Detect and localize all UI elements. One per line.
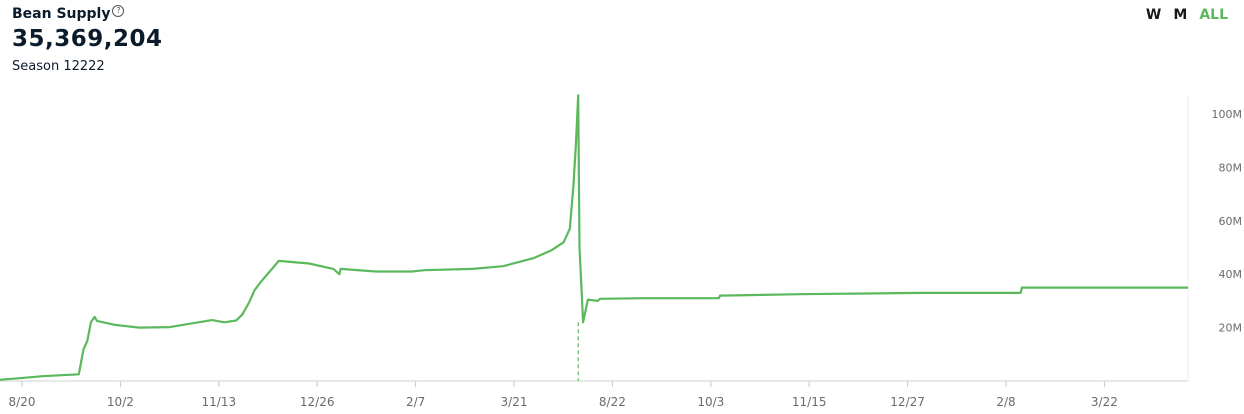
x-tick-label: 12/27 — [890, 395, 925, 409]
x-tick-label: 8/20 — [9, 395, 36, 409]
x-tick-label: 12/26 — [300, 395, 335, 409]
time-range-selector: W M ALL — [1146, 7, 1228, 23]
series-line — [0, 94, 1188, 381]
y-tick-label: 80M — [1219, 161, 1243, 174]
range-button-week[interactable]: W — [1145, 7, 1162, 23]
x-tick-label: 2/7 — [406, 395, 425, 409]
x-tick-label: 10/3 — [697, 395, 724, 409]
x-tick-label: 11/13 — [202, 395, 237, 409]
y-tick-label: 60M — [1219, 215, 1243, 228]
current-value: 35,369,204 — [12, 26, 163, 52]
chart-title: Bean Supply — [12, 6, 111, 22]
x-tick-label: 2/8 — [996, 395, 1015, 409]
y-tick-label: 20M — [1219, 322, 1243, 335]
x-tick-label: 11/15 — [792, 395, 827, 409]
chart-header: Bean Supply ? 35,369,204 Season 12222 — [12, 5, 163, 74]
range-button-month[interactable]: M — [1173, 7, 1188, 23]
question-circle-icon[interactable]: ? — [112, 5, 125, 17]
season-label: Season 12222 — [12, 59, 105, 74]
x-tick-label: 3/22 — [1091, 395, 1118, 409]
y-tick-label: 100M — [1212, 108, 1243, 121]
y-tick-label: 40M — [1219, 268, 1243, 281]
x-tick-label: 8/22 — [599, 395, 626, 409]
range-button-all[interactable]: ALL — [1199, 7, 1228, 23]
x-tick-label: 3/21 — [501, 395, 528, 409]
x-tick-label: 10/2 — [107, 395, 134, 409]
